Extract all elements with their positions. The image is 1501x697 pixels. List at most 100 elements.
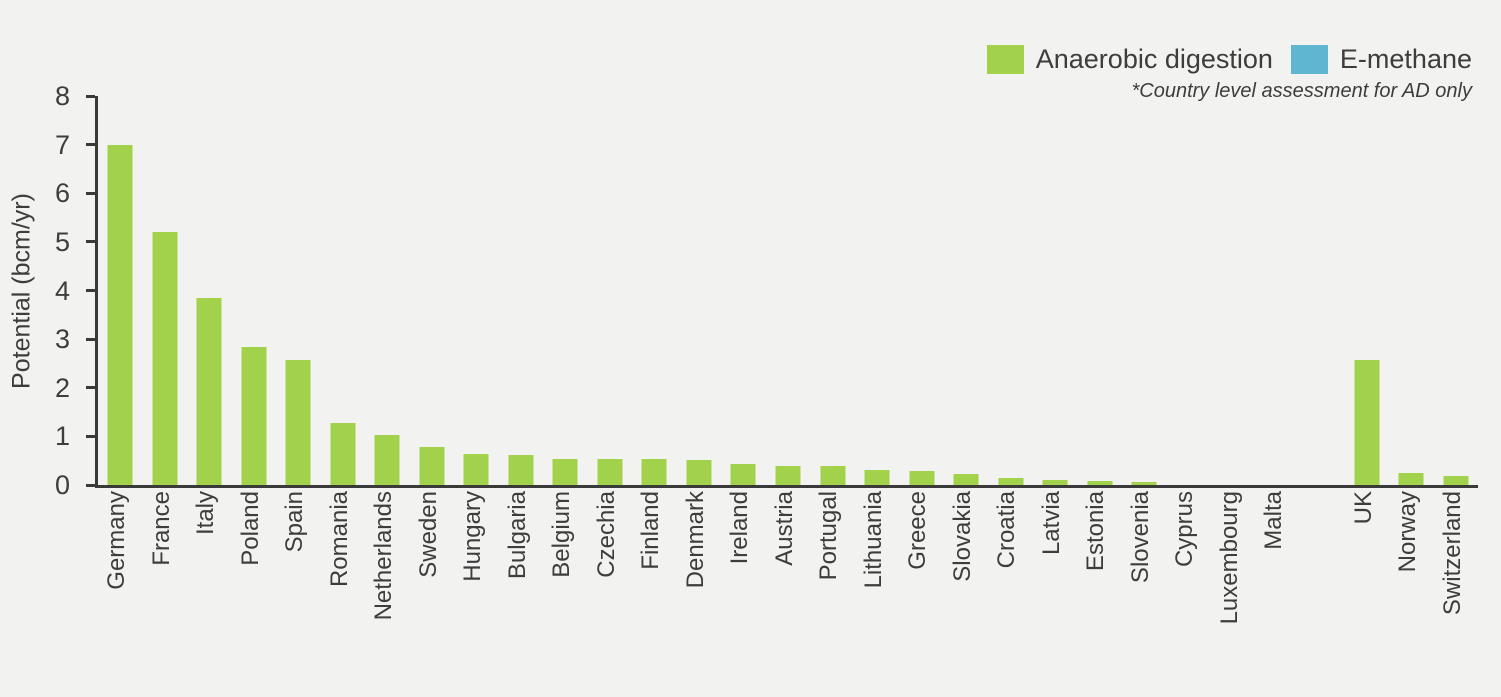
x-label-slot-germany: Germany	[95, 491, 140, 661]
x-label-hungary: Hungary	[459, 491, 487, 582]
bar-spain	[285, 359, 311, 485]
x-label-slot-norway: Norway	[1386, 491, 1431, 661]
bar-bulgaria	[508, 455, 534, 485]
bar-slot-romania	[321, 96, 366, 485]
bar-uk	[1354, 359, 1380, 485]
x-label-slot-portugal: Portugal	[807, 491, 852, 661]
bar-hungary	[463, 453, 489, 485]
chart-note: *Country level assessment for AD only	[1131, 80, 1472, 102]
x-label-luxembourg: Luxembourg	[1215, 491, 1243, 625]
x-label-slot-netherlands: Netherlands	[362, 491, 407, 661]
x-label-slot-slovakia: Slovakia	[941, 491, 986, 661]
y-tick-label-3: 3	[54, 324, 70, 355]
y-tick-6	[86, 191, 95, 195]
bar-latvia	[1042, 480, 1068, 485]
x-label-austria: Austria	[770, 491, 798, 566]
y-tick-label-5: 5	[54, 226, 70, 257]
x-label-slot-slovenia: Slovenia	[1119, 491, 1164, 661]
bar-ireland	[730, 463, 756, 485]
x-label-germany: Germany	[103, 491, 131, 590]
x-label-slot-uk: UK	[1341, 491, 1386, 661]
x-label-slot-luxembourg: Luxembourg	[1208, 491, 1253, 661]
bar-slot-luxembourg	[1211, 96, 1256, 485]
x-label-belgium: Belgium	[548, 491, 576, 578]
plot-area: 0 1 2 3 4 5 6 7 8	[55, 81, 1478, 500]
bar-slovenia	[1131, 482, 1157, 485]
y-tick-0	[86, 483, 95, 487]
legend-label-e-methane: E-methane	[1339, 44, 1472, 74]
bar-slot-latvia	[1033, 96, 1078, 485]
bar-denmark	[686, 459, 712, 485]
y-tick-label-4: 4	[54, 275, 70, 306]
x-label-finland: Finland	[637, 491, 665, 570]
x-label-slot-czechia: Czechia	[585, 491, 630, 661]
x-label-slot-france: France	[140, 491, 185, 661]
y-tick-5	[86, 240, 95, 244]
x-label-estonia: Estonia	[1082, 491, 1110, 572]
y-tick-label-7: 7	[54, 129, 70, 160]
bar-slot-norway	[1389, 96, 1434, 485]
bar-italy	[196, 297, 222, 485]
x-label-slot-denmark: Denmark	[674, 491, 719, 661]
bar-slot-denmark	[677, 96, 722, 485]
legend-swatch-anaerobic-digestion	[986, 45, 1024, 74]
x-label-slot-austria: Austria	[763, 491, 808, 661]
x-label-ireland: Ireland	[726, 491, 754, 565]
x-label-romania: Romania	[325, 491, 353, 588]
bar-czechia	[597, 458, 623, 485]
y-tick-label-2: 2	[54, 372, 70, 403]
x-label-slot-lithuania: Lithuania	[852, 491, 897, 661]
y-tick-7	[86, 143, 95, 147]
x-label-malta: Malta	[1260, 491, 1288, 550]
bar-slot-switzerland	[1433, 96, 1478, 485]
bar-belgium	[552, 458, 578, 485]
x-label-latvia: Latvia	[1037, 491, 1065, 556]
bar-slot-uk	[1344, 96, 1389, 485]
x-label-slot-cyprus: Cyprus	[1163, 491, 1208, 661]
bar-estonia	[1087, 481, 1113, 485]
bar-slot-germany	[98, 96, 143, 485]
bar-slot-slovenia	[1122, 96, 1167, 485]
bar-slot-belgium	[543, 96, 588, 485]
x-label-sweden: Sweden	[414, 491, 442, 578]
x-label-slot-bulgaria: Bulgaria	[496, 491, 541, 661]
legend-block: Anaerobic digestion E-methane *Country l…	[986, 44, 1472, 102]
x-label-netherlands: Netherlands	[370, 491, 398, 621]
x-label-czechia: Czechia	[592, 491, 620, 578]
bar-greece	[909, 471, 935, 485]
x-label-slot-switzerland: Switzerland	[1430, 491, 1475, 661]
legend-item-anaerobic-digestion: Anaerobic digestion	[986, 44, 1273, 74]
bar-slot-netherlands	[365, 96, 410, 485]
y-tick-4	[86, 289, 95, 292]
bar-slot-malta	[1255, 96, 1300, 485]
x-label-norway: Norway	[1394, 491, 1422, 573]
legend-label-anaerobic-digestion: Anaerobic digestion	[1035, 44, 1273, 74]
bar-slot-spacer	[1300, 96, 1345, 485]
bar-slot-finland	[632, 96, 677, 485]
x-label-lithuania: Lithuania	[859, 491, 887, 589]
bar-switzerland	[1443, 475, 1469, 485]
x-label-slot-romania: Romania	[318, 491, 363, 661]
x-label-france: France	[147, 491, 175, 566]
legend-item-e-methane: E-methane	[1290, 44, 1472, 74]
y-tick-label-8: 8	[54, 81, 70, 111]
bar-sweden	[419, 447, 445, 485]
legend: Anaerobic digestion E-methane	[986, 44, 1472, 74]
bar-slot-hungary	[454, 96, 499, 485]
bar-romania	[330, 423, 356, 485]
bar-slot-italy	[187, 96, 232, 485]
bar-poland	[241, 347, 267, 485]
bar-portugal	[820, 466, 845, 485]
bar-austria	[775, 465, 801, 485]
bar-slot-slovakia	[944, 96, 989, 485]
legend-swatch-e-methane	[1290, 45, 1328, 74]
bar-norway	[1398, 472, 1424, 485]
x-label-slot-estonia: Estonia	[1074, 491, 1119, 661]
bar-slot-cyprus	[1166, 96, 1211, 485]
bar-slot-lithuania	[855, 96, 900, 485]
bar-slot-poland	[232, 96, 277, 485]
bar-slot-portugal	[810, 96, 855, 485]
bar-france	[152, 232, 178, 485]
bar-netherlands	[374, 434, 400, 485]
